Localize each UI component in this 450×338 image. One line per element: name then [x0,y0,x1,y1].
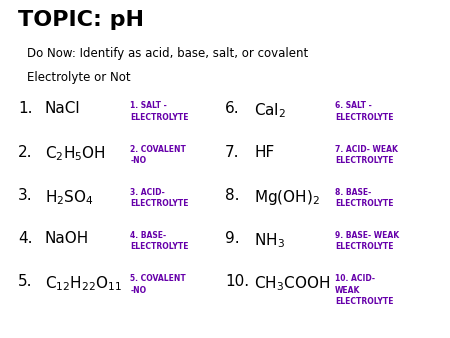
Text: 5. COVALENT
-NO: 5. COVALENT -NO [130,274,186,294]
Text: 9.: 9. [225,231,239,246]
Text: 6.: 6. [225,101,239,116]
Text: NaCl: NaCl [45,101,81,116]
Text: 2. COVALENT
-NO: 2. COVALENT -NO [130,145,186,165]
Text: Do Now: Identify as acid, base, salt, or covalent: Do Now: Identify as acid, base, salt, or… [27,47,308,60]
Text: $\mathregular{CH_3COOH}$: $\mathregular{CH_3COOH}$ [254,274,330,293]
Text: 3. ACID-
ELECTROLYTE: 3. ACID- ELECTROLYTE [130,188,189,208]
Text: 7.: 7. [225,145,239,160]
Text: 2.: 2. [18,145,32,160]
Text: 9. BASE- WEAK
ELECTROLYTE: 9. BASE- WEAK ELECTROLYTE [335,231,400,251]
Text: 6. SALT -
ELECTROLYTE: 6. SALT - ELECTROLYTE [335,101,394,121]
Text: 10.: 10. [225,274,249,289]
Text: $\mathregular{C_2H_5OH}$: $\mathregular{C_2H_5OH}$ [45,145,106,163]
Text: 3.: 3. [18,188,32,203]
Text: 4.: 4. [18,231,32,246]
Text: $\mathregular{NH_3}$: $\mathregular{NH_3}$ [254,231,285,250]
Text: $\mathregular{H_2SO_4}$: $\mathregular{H_2SO_4}$ [45,188,94,207]
Text: 1. SALT -
ELECTROLYTE: 1. SALT - ELECTROLYTE [130,101,189,121]
Text: 1.: 1. [18,101,32,116]
Text: $\mathregular{Mg(OH)_2}$: $\mathregular{Mg(OH)_2}$ [254,188,320,207]
Text: 8.: 8. [225,188,239,203]
Text: NaOH: NaOH [45,231,89,246]
Text: $\mathregular{C_{12}H_{22}O_{11}}$: $\mathregular{C_{12}H_{22}O_{11}}$ [45,274,122,293]
Text: 10. ACID-
WEAK
ELECTROLYTE: 10. ACID- WEAK ELECTROLYTE [335,274,394,306]
Text: $\mathregular{CaI_2}$: $\mathregular{CaI_2}$ [254,101,287,120]
Text: 7. ACID- WEAK
ELECTROLYTE: 7. ACID- WEAK ELECTROLYTE [335,145,398,165]
Text: 5.: 5. [18,274,32,289]
Text: TOPIC: pH: TOPIC: pH [18,10,144,30]
Text: HF: HF [254,145,274,160]
Text: 4. BASE-
ELECTROLYTE: 4. BASE- ELECTROLYTE [130,231,189,251]
Text: 8. BASE-
ELECTROLYTE: 8. BASE- ELECTROLYTE [335,188,394,208]
Text: Electrolyte or Not: Electrolyte or Not [27,71,130,84]
